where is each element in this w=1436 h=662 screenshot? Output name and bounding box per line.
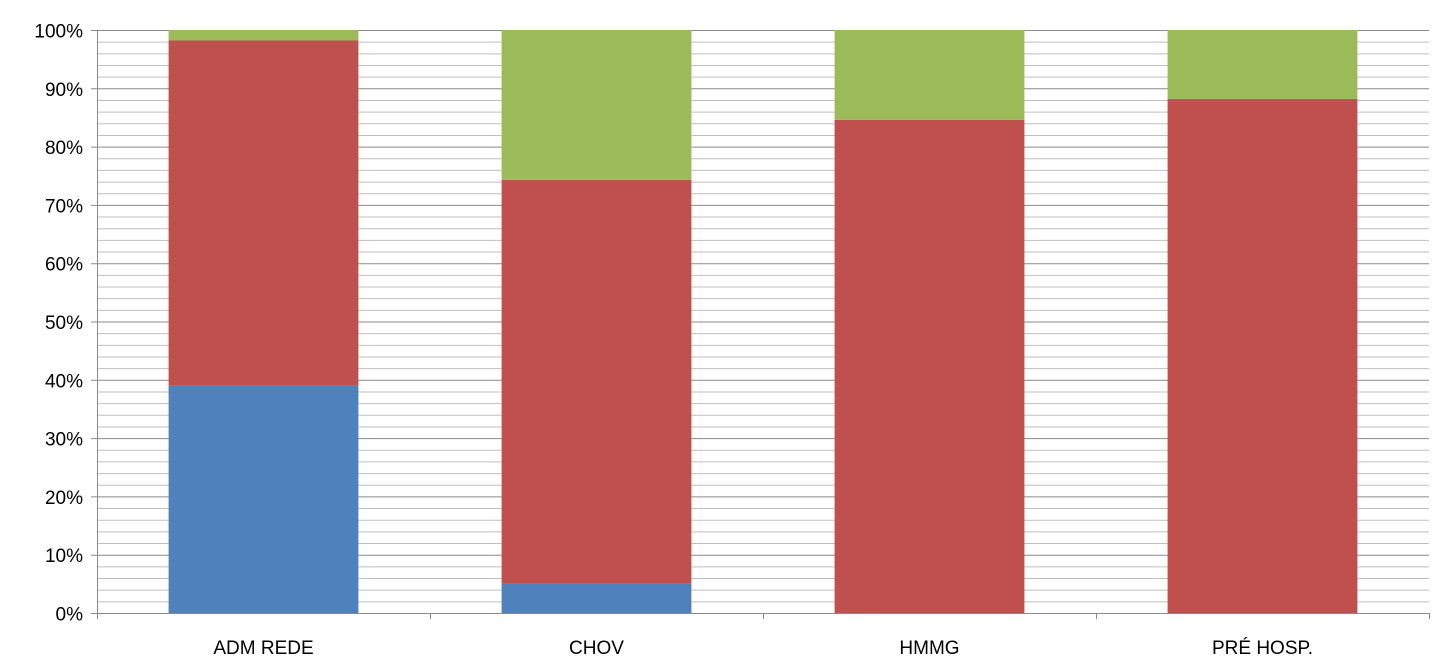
y-tick-label: 100% (34, 22, 83, 43)
y-tick-label: 20% (45, 488, 83, 509)
x-tick-label: HMMG (899, 638, 959, 659)
bar-segment (1167, 30, 1358, 99)
bar-segment (168, 30, 359, 41)
y-tick-label: 0% (56, 605, 84, 626)
bar-segment (834, 30, 1025, 120)
y-tick-label: 30% (45, 430, 83, 451)
bar-segment (1167, 98, 1358, 613)
bar-segment (501, 30, 692, 180)
bar-segment (501, 179, 692, 584)
bar-segment (168, 385, 359, 613)
x-tick-label: PRÉ HOSP. (1212, 638, 1313, 659)
x-tick-labels: ADM REDE CHOV HMMG PRÉ HOSP. (213, 638, 1313, 659)
y-tick-labels: 0% 10% 20% 30% 40% 50% 60% 70% 80% 90% 100% (34, 22, 83, 626)
x-tick-label: CHOV (569, 638, 624, 659)
bar-segment (501, 583, 692, 613)
axes (97, 30, 1430, 619)
y-tick-label: 70% (45, 196, 83, 217)
bar-segment (168, 40, 359, 386)
y-tick-label: 60% (45, 255, 83, 276)
y-tick-label: 80% (45, 138, 83, 159)
y-tick-label: 10% (45, 546, 83, 567)
x-tick-label: ADM REDE (213, 638, 313, 659)
y-tick-label: 90% (45, 80, 83, 101)
bars (168, 30, 1358, 614)
y-tick-label: 40% (45, 371, 83, 392)
y-tick-label: 50% (45, 313, 83, 334)
bar-segment (834, 119, 1025, 614)
